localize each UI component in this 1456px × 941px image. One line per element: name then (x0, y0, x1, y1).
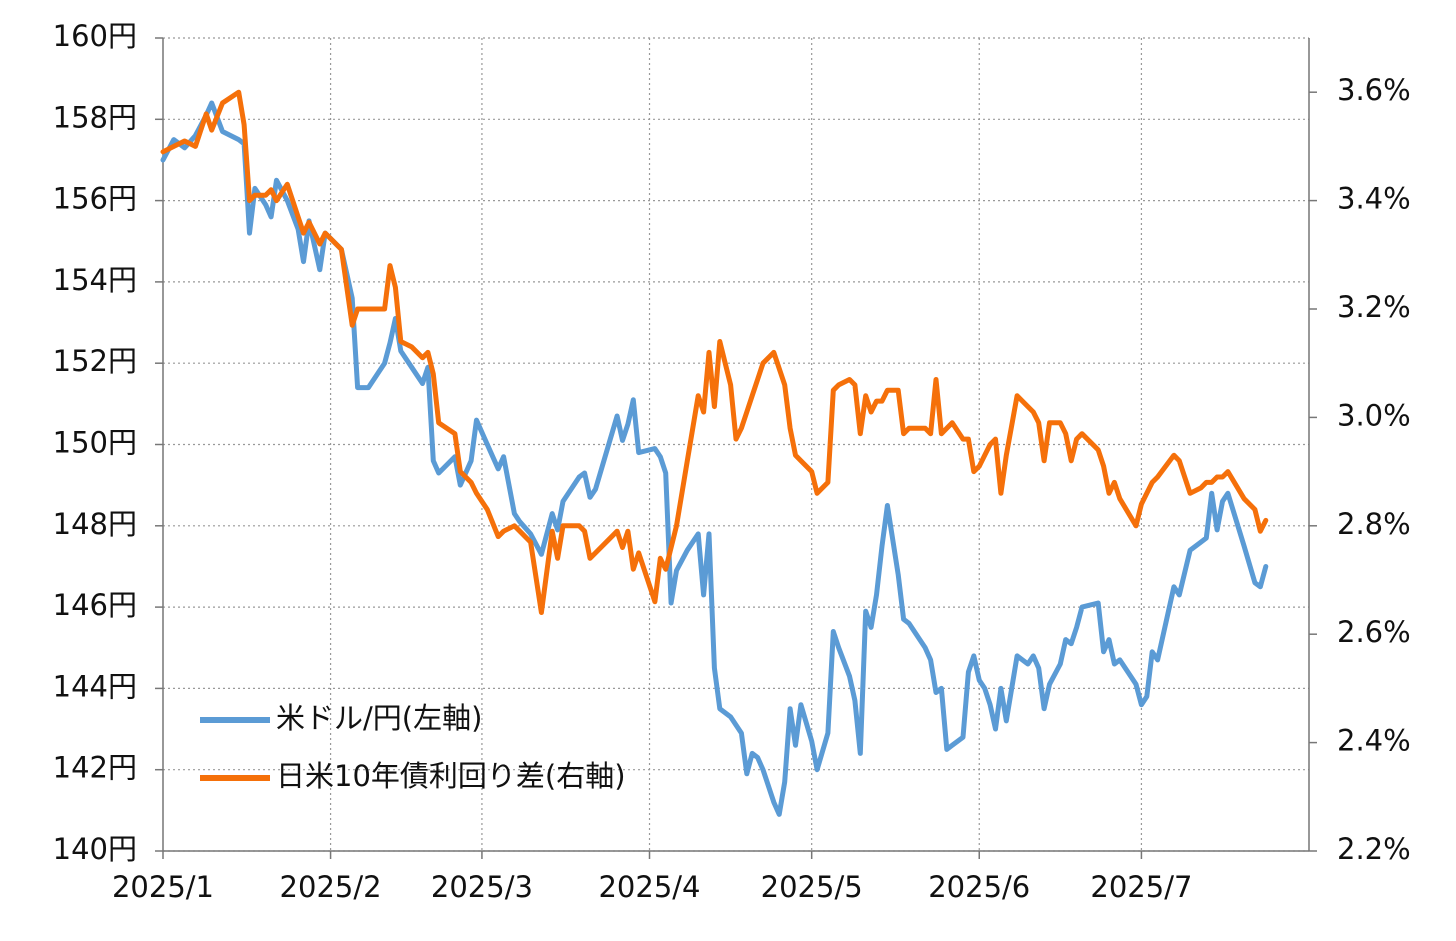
y-tick-label: 148円 (53, 507, 137, 541)
y2-tick-label: 2.4% (1337, 724, 1411, 758)
x-tick-label: 2025/3 (431, 870, 533, 904)
y2-tick-label: 2.8% (1337, 507, 1411, 541)
y2-tick-label: 2.6% (1337, 615, 1411, 649)
x-tick-label: 2025/4 (598, 870, 700, 904)
y-tick-label: 142円 (53, 751, 137, 785)
x-tick-label: 2025/2 (280, 870, 382, 904)
legend-label: 米ドル/円(左軸) (276, 701, 482, 735)
series-line (160, 89, 1269, 615)
y-tick-label: 152円 (53, 344, 137, 378)
x-tick-label: 2025/6 (928, 870, 1030, 904)
y2-tick-label: 2.2% (1337, 832, 1411, 866)
y-tick-label: 156円 (53, 182, 137, 216)
y2-tick-label: 3.0% (1337, 398, 1411, 432)
y2-tick-label: 3.6% (1337, 73, 1411, 107)
x-tick-label: 2025/5 (761, 870, 863, 904)
y2-tick-label: 3.4% (1337, 182, 1411, 216)
y-tick-label: 154円 (53, 263, 137, 297)
y-tick-label: 144円 (53, 669, 137, 703)
y-tick-label: 140円 (53, 832, 137, 866)
y-tick-label: 160円 (53, 19, 137, 53)
x-tick-label: 2025/1 (112, 870, 214, 904)
y2-tick-label: 3.2% (1337, 290, 1411, 324)
y-tick-label: 146円 (53, 588, 137, 622)
y-tick-label: 158円 (53, 100, 137, 134)
series-line (160, 100, 1269, 817)
legend-label: 日米10年債利回り差(右軸) (276, 759, 626, 793)
x-tick-label: 2025/7 (1090, 870, 1192, 904)
y-tick-label: 150円 (53, 426, 137, 460)
